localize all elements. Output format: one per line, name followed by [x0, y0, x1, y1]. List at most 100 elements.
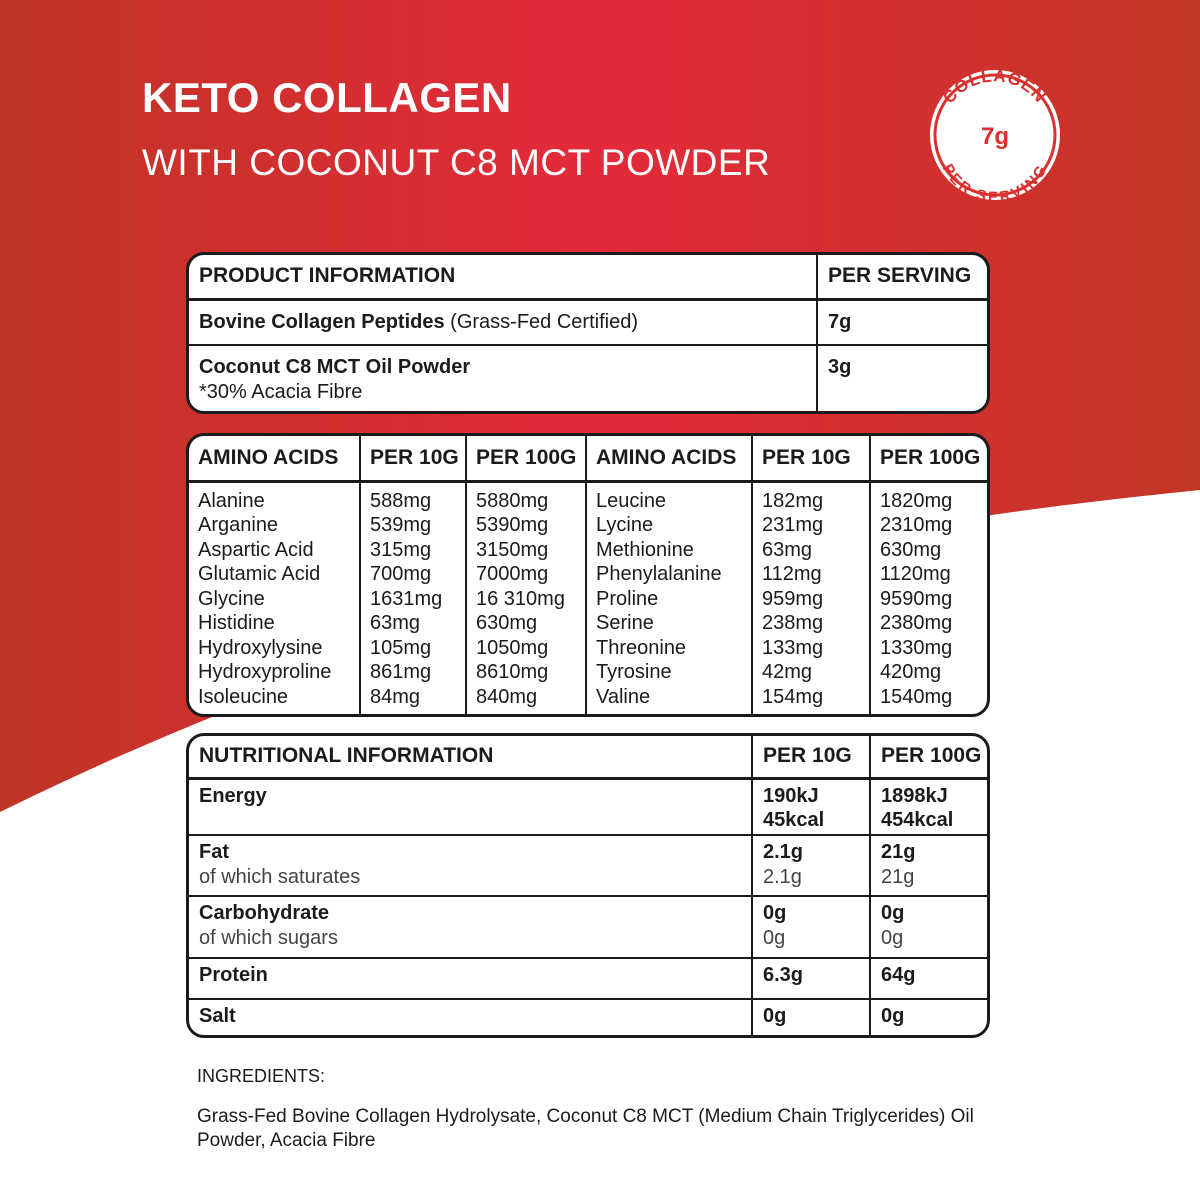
- column: 5880mg 5390mg 3150mg 7000mg 16 310mg 630mg 105…: [466, 481, 587, 714]
- nutrition-table: NUTRITIONAL INFORMATION PER 10G PER 100G En…: [186, 733, 990, 1038]
- amino-amount: 182mg: [762, 489, 824, 512]
- amino-table: AMINO ACIDS PER 10G PER 100G AMINO ACIDS PER…: [186, 433, 990, 717]
- amino-amount: 315mg: [370, 538, 432, 561]
- amino-name: Glycine: [198, 587, 265, 610]
- sub-name: of which saturates: [199, 865, 361, 888]
- header-cell: PER SERVING: [817, 255, 987, 301]
- nutrient-value: 2.1g: [763, 841, 804, 863]
- nutrient-value: 0g: [763, 1005, 787, 1027]
- amino-amount: 42mg: [762, 661, 813, 683]
- amino-amount: 238mg: [762, 612, 824, 634]
- sub-value: 0g: [763, 926, 786, 949]
- amino-amount: 840mg: [476, 685, 538, 708]
- nutrient-value: 190kJ: [763, 784, 819, 807]
- amino-amount: 7000mg: [476, 563, 549, 585]
- amino-amount: 63mg: [370, 612, 421, 634]
- amino-amount: 2380mg: [880, 612, 953, 634]
- nutrient-value: 0g: [763, 902, 787, 924]
- amount: 7g: [817, 299, 987, 346]
- cell: 2.1g 2.1g: [752, 835, 871, 897]
- cell: 21g 21g: [870, 835, 987, 897]
- nutrient-name: Energy: [199, 784, 267, 807]
- nutrient-name: Fat: [199, 841, 229, 863]
- sub-value: 21g: [881, 865, 915, 888]
- amino-amount: 1050mg: [476, 636, 549, 659]
- cell: Fat of which saturates: [189, 835, 753, 897]
- amino-amount: 63mg: [762, 538, 813, 561]
- row: Bovine Collagen Peptides (Grass-Fed Cert…: [189, 299, 987, 346]
- badge-value: 7g: [981, 123, 1009, 150]
- nutrient-value: 64g: [881, 964, 916, 986]
- ingredient-note: (Grass-Fed Certified): [450, 310, 638, 333]
- row: Carbohydrate of which sugars 0g 0g 0g 0g: [189, 896, 987, 959]
- row: Salt 0g 0g: [189, 999, 987, 1035]
- cell: 6.3g: [752, 958, 871, 1000]
- column: 1820mg 2310mg 630mg 1120mg 9590mg 2380mg 1330m…: [870, 481, 987, 714]
- amino-amount: 9590mg: [880, 587, 953, 610]
- amino-name: Lycine: [596, 514, 654, 536]
- amino-amount: 1820mg: [880, 489, 953, 512]
- amino-name: Threonine: [596, 636, 687, 659]
- amino-amount: 3150mg: [476, 538, 549, 561]
- row: Protein 6.3g 64g: [189, 958, 987, 1000]
- header-cell: NUTRITIONAL INFORMATION: [189, 736, 753, 780]
- cell: Protein: [189, 958, 753, 1000]
- header-row: AMINO ACIDS PER 10G PER 100G AMINO ACIDS PER…: [189, 436, 987, 483]
- cell: Bovine Collagen Peptides (Grass-Fed Cert…: [189, 299, 818, 346]
- amino-amount: 5880mg: [476, 489, 549, 512]
- header-cell: PER 100G: [466, 436, 587, 483]
- amino-name: Isoleucine: [198, 685, 289, 708]
- header-cell: PER 10G: [752, 736, 871, 780]
- ingredient-name: Bovine Collagen Peptides: [199, 310, 445, 333]
- amino-amount: 1120mg: [880, 563, 951, 585]
- table: NUTRITIONAL INFORMATION PER 10G PER 100G En…: [189, 736, 987, 1035]
- cell: 0g: [752, 999, 871, 1035]
- amino-amount: 539mg: [370, 514, 432, 536]
- table: AMINO ACIDS PER 10G PER 100G AMINO ACIDS PER…: [189, 436, 987, 714]
- title: KETO COLLAGEN: [142, 74, 512, 121]
- column: 182mg 231mg 63mg 112mg 959mg 238mg 133mg 42mg 15…: [752, 481, 871, 714]
- amino-name: Histidine: [198, 612, 275, 634]
- nutrient-value: 45kcal: [763, 809, 825, 831]
- amino-amount: 1330mg: [880, 636, 953, 659]
- amino-amount: 231mg: [762, 514, 824, 536]
- ingredient-detail: *30% Acacia Fibre: [199, 380, 363, 403]
- sub-name: of which sugars: [199, 926, 338, 949]
- nutrient-name: Salt: [199, 1005, 236, 1027]
- amino-name: Methionine: [596, 538, 694, 561]
- cell: Carbohydrate of which sugars: [189, 896, 753, 959]
- table: PRODUCT INFORMATION PER SERVING Bovine Col…: [189, 255, 987, 411]
- amino-name: Proline: [596, 587, 659, 610]
- amino-name: Hydroxyproline: [198, 661, 332, 683]
- cell: Energy: [189, 778, 753, 836]
- ingredients-text: Grass-Fed Bovine Collagen Hydrolysate, C…: [197, 1106, 974, 1151]
- amino-name: Valine: [596, 685, 651, 708]
- amino-amount: 105mg: [370, 636, 432, 659]
- header-cell: PER 100G: [870, 436, 987, 483]
- amino-amount: 84mg: [370, 685, 421, 708]
- amino-amount: 420mg: [880, 661, 942, 683]
- amino-amount: 959mg: [762, 587, 824, 610]
- amino-name: Tyrosine: [596, 661, 672, 683]
- amino-amount: 1631mg: [370, 587, 443, 610]
- amino-amount: 630mg: [476, 612, 538, 634]
- header-cell: PER 10G: [360, 436, 467, 483]
- sub-value: 0g: [881, 926, 904, 949]
- amino-name: Arganine: [198, 514, 279, 536]
- subtitle: WITH COCONUT C8 MCT POWDER: [142, 142, 771, 183]
- product-table: PRODUCT INFORMATION PER SERVING Bovine Col…: [186, 252, 990, 414]
- row: Coconut C8 MCT Oil Powder *30% Acacia Fib…: [189, 345, 987, 411]
- badge: [930, 70, 1060, 200]
- nutrient-value: 21g: [881, 841, 916, 863]
- amino-name: Alanine: [198, 489, 265, 512]
- amount: 3g: [828, 356, 852, 378]
- amino-name: Glutamic Acid: [198, 563, 321, 585]
- row: Energy 190kJ 45kcal 1898kJ 454kcal: [189, 778, 987, 836]
- amino-amount: 861mg: [370, 661, 432, 683]
- ingredient-name: Coconut C8 MCT Oil Powder: [199, 356, 471, 378]
- body-row: Alanine Arganine Aspartic Acid Glutamic Aci…: [189, 481, 987, 714]
- ingredients-label: INGREDIENTS:: [197, 1066, 326, 1086]
- cell: Salt: [189, 999, 753, 1035]
- header-cell: PER 10G: [752, 436, 871, 483]
